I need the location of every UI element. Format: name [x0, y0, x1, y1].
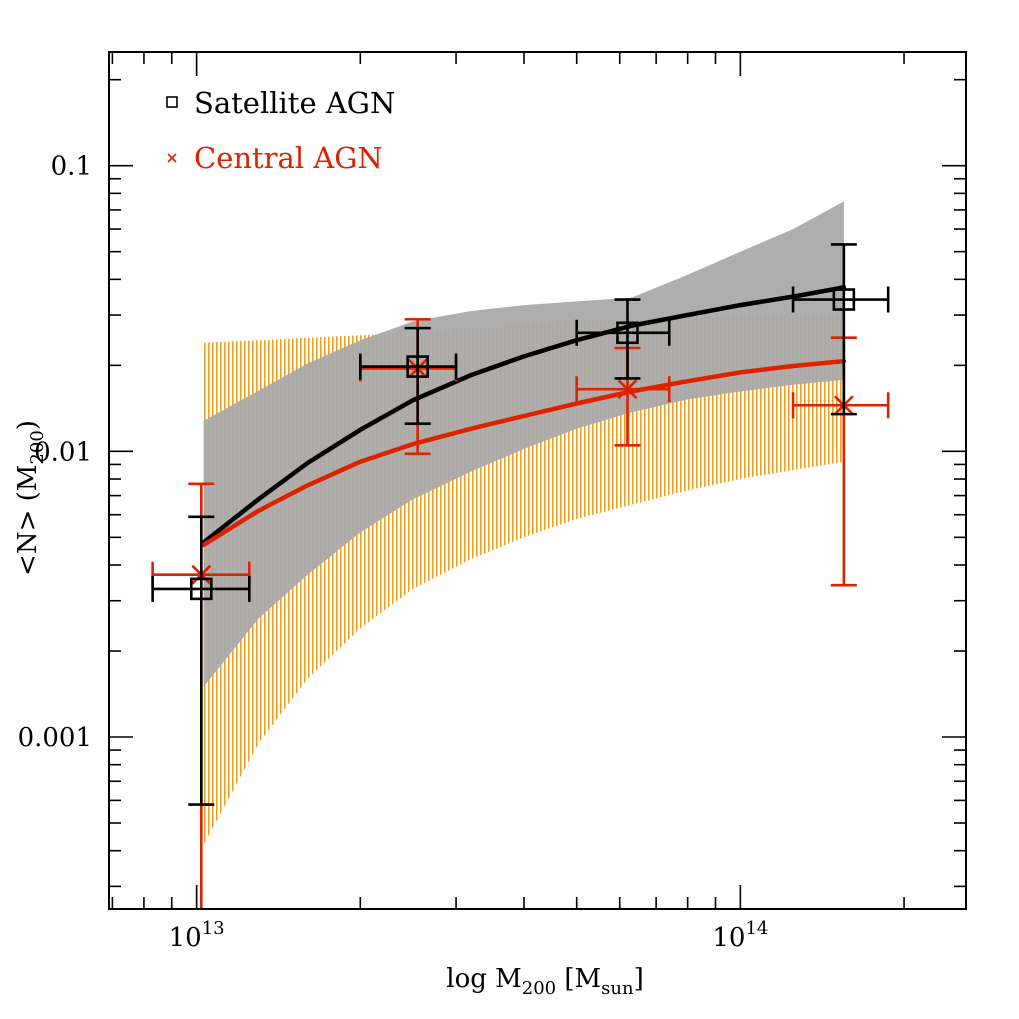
marker-square [616, 321, 639, 345]
marker-cross [617, 379, 638, 400]
uncertainty-bands [203, 201, 844, 845]
data-points [151, 243, 890, 909]
x-axis-label: log M200 [Msun] [446, 964, 643, 999]
marker-square [832, 288, 856, 311]
legend-label-satellite: Satellite AGN [194, 86, 395, 120]
axis-ticks [109, 52, 966, 909]
x-tick-label: 1013 [169, 918, 225, 953]
y-axis-label: <N> (M200) [13, 420, 48, 576]
point-central-2 [575, 346, 671, 447]
y-tick-label: 0.001 [18, 723, 92, 753]
fit-curves [201, 285, 847, 548]
point-satellite-2 [575, 298, 671, 380]
plot-frame [108, 51, 967, 910]
marker-square [190, 577, 213, 601]
legend-marker-satellite [166, 96, 178, 108]
x-tick-label: 1014 [712, 918, 768, 953]
legend-label-central: Central AGN [194, 141, 383, 175]
marker-square [406, 355, 429, 378]
legend-marker-central [167, 153, 177, 163]
y-tick-label: 0.1 [51, 152, 92, 182]
tick-labels: 1013 1014 0.1 0.01 0.001 [18, 152, 769, 953]
point-satellite-1 [359, 326, 458, 425]
band-satellite [203, 201, 844, 687]
legend: Satellite AGN Central AGN [166, 86, 395, 175]
point-satellite-0 [151, 515, 251, 806]
fit-curve-satellite [201, 285, 847, 545]
fit-curve-central [201, 358, 847, 548]
y-tick-label: 0.01 [34, 437, 92, 467]
point-satellite-3 [791, 243, 890, 416]
